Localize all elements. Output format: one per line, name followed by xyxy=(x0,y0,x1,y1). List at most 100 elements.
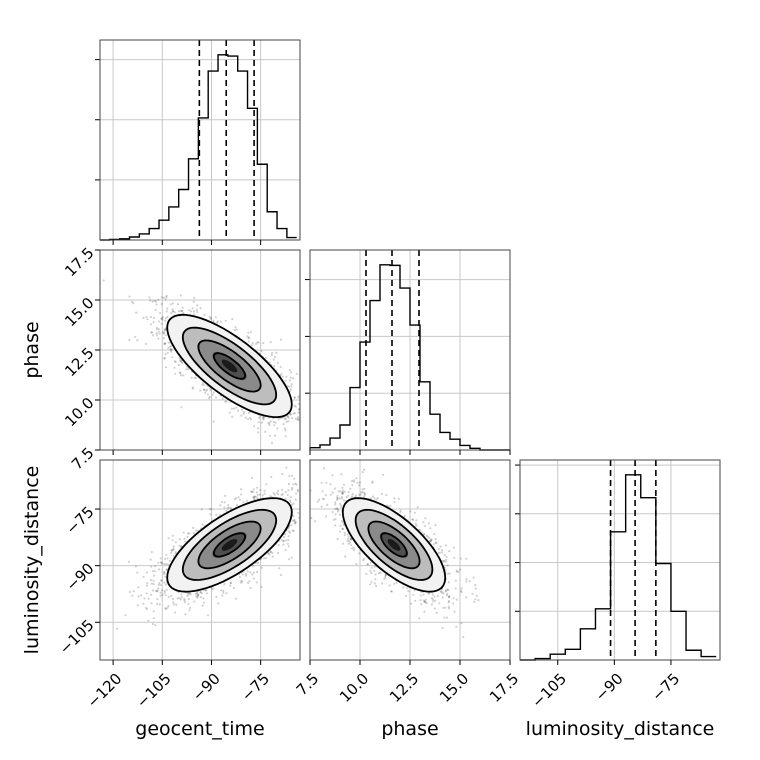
sample-point xyxy=(238,498,242,501)
sample-point xyxy=(263,557,266,560)
sample-point xyxy=(208,395,212,399)
sample-point xyxy=(202,388,205,391)
sample-point xyxy=(288,530,291,533)
sample-point xyxy=(296,488,299,491)
sample-point xyxy=(146,582,149,585)
sample-point xyxy=(160,561,163,564)
sample-point xyxy=(257,431,260,434)
sample-point xyxy=(279,365,282,368)
sample-point xyxy=(151,622,154,626)
histogram-geocent_time xyxy=(100,54,297,241)
histogram-luminosity_distance xyxy=(520,474,717,661)
sample-point xyxy=(286,415,289,418)
sample-point xyxy=(182,312,185,315)
sample-point xyxy=(229,581,232,585)
sample-point xyxy=(284,417,287,420)
sample-point xyxy=(209,318,212,321)
sample-point xyxy=(157,330,160,333)
sample-point xyxy=(171,308,174,311)
sample-point xyxy=(154,565,157,568)
sample-point xyxy=(132,590,135,593)
sample-point xyxy=(249,571,252,574)
sample-point xyxy=(145,592,148,595)
sample-point xyxy=(152,617,155,620)
sample-point xyxy=(151,331,154,334)
sample-point xyxy=(155,328,159,331)
sample-point xyxy=(150,582,153,585)
sample-point xyxy=(153,570,156,573)
sample-point xyxy=(273,355,276,359)
sample-point xyxy=(251,565,254,568)
sample-point xyxy=(179,374,182,377)
sample-point xyxy=(235,328,238,331)
sample-point xyxy=(116,627,119,630)
sample-point xyxy=(229,506,232,509)
sample-point xyxy=(238,576,242,579)
sample-point xyxy=(188,532,191,535)
sample-point xyxy=(255,491,258,494)
sample-point xyxy=(257,341,260,344)
sample-point xyxy=(149,558,152,561)
sample-point xyxy=(150,565,153,568)
sample-point xyxy=(149,323,152,326)
sample-point xyxy=(287,545,290,548)
sample-point xyxy=(190,310,193,313)
sample-point xyxy=(151,589,154,592)
sample-point xyxy=(189,606,192,610)
sample-point xyxy=(220,501,224,504)
sample-point xyxy=(281,472,284,476)
sample-point xyxy=(253,425,256,428)
sample-point xyxy=(153,299,156,302)
sample-point xyxy=(267,422,270,425)
sample-point xyxy=(242,412,245,415)
sample-point xyxy=(150,602,153,605)
sample-point xyxy=(157,587,160,590)
sample-point xyxy=(176,303,180,306)
sample-point xyxy=(270,441,274,445)
sample-point xyxy=(164,334,167,337)
sample-point xyxy=(273,434,277,437)
sample-point xyxy=(233,328,236,332)
sample-point xyxy=(232,587,235,590)
sample-point xyxy=(164,327,167,330)
sample-point xyxy=(249,418,252,421)
sample-point xyxy=(165,563,168,566)
sample-point xyxy=(250,344,253,347)
sample-point xyxy=(285,420,288,423)
sample-point xyxy=(191,386,194,389)
sample-point xyxy=(145,584,148,587)
sample-point xyxy=(272,420,275,424)
sample-point xyxy=(156,598,159,601)
sample-point xyxy=(250,490,253,493)
sample-point xyxy=(206,393,210,396)
sample-point xyxy=(152,321,155,324)
sample-point xyxy=(160,317,164,320)
sample-point xyxy=(181,374,185,377)
sample-point xyxy=(229,584,232,587)
sample-point xyxy=(163,328,167,331)
sample-point xyxy=(146,318,149,321)
sample-point xyxy=(169,348,172,351)
sample-point xyxy=(239,493,243,496)
sample-point xyxy=(247,340,250,343)
sample-point xyxy=(203,388,206,391)
sample-point xyxy=(290,383,293,386)
sample-point xyxy=(233,407,236,410)
sample-point xyxy=(164,353,167,356)
sample-point xyxy=(186,535,189,539)
sample-point xyxy=(167,347,170,350)
sample-point xyxy=(287,535,290,538)
sample-point xyxy=(271,555,274,558)
sample-point xyxy=(258,416,261,420)
sample-point xyxy=(256,571,259,574)
sample-point xyxy=(247,337,250,340)
sample-point xyxy=(203,601,206,604)
sample-point xyxy=(160,579,163,582)
sample-point xyxy=(180,406,183,409)
sample-point xyxy=(252,577,255,580)
sample-point xyxy=(131,300,134,303)
sample-point xyxy=(171,302,174,305)
sample-point xyxy=(284,435,287,438)
sample-point xyxy=(172,545,175,548)
sample-point xyxy=(184,613,187,616)
